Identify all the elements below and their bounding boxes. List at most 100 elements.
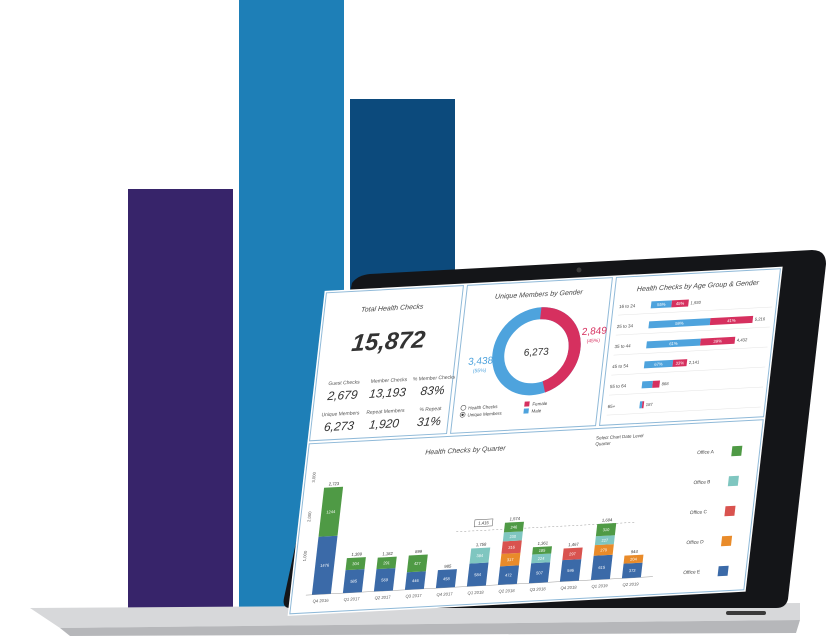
quarter-bar-segment[interactable] — [318, 486, 344, 537]
bar-total-label: 1,467 — [568, 542, 580, 548]
quarter-bar-segment[interactable] — [345, 557, 366, 571]
quarter-bar-segment[interactable] — [311, 535, 338, 595]
x-tick-label: Q3 2018 — [529, 586, 546, 592]
y-tick-label: 2,000 — [306, 511, 312, 522]
bar-total-label: 1,604 — [602, 517, 614, 523]
segment-value-label: 297 — [569, 551, 577, 556]
age-row-label: 65+ — [607, 404, 616, 409]
quarter-bar-segment[interactable] — [500, 552, 521, 567]
quarter-bar-segment[interactable] — [532, 546, 552, 555]
quarter-bar-segment[interactable] — [623, 554, 644, 564]
age-bar-male[interactable] — [639, 401, 643, 409]
y-tick-label: 3,000 — [311, 471, 317, 482]
age-bar-male[interactable] — [643, 359, 674, 369]
female-pct: (45%) — [586, 338, 600, 345]
age-female-pct: 39% — [713, 338, 722, 343]
pct-repeat-value: 31% — [416, 414, 442, 429]
quarter-bar-segment[interactable] — [562, 547, 583, 561]
legend-office-label: Office A — [697, 449, 715, 456]
decor-bar-purple — [128, 189, 233, 610]
radio-unique-dot — [461, 413, 464, 417]
quarter-bar-segment[interactable] — [466, 562, 489, 587]
quarter-bar-segment[interactable] — [590, 554, 613, 580]
bar-total-label: 985 — [444, 563, 452, 568]
pct-member-label: % Member Checks — [413, 374, 456, 382]
age-bar-female[interactable] — [641, 401, 645, 409]
radio-health-label: Health Checks — [468, 404, 498, 411]
age-bar-male[interactable] — [641, 380, 653, 389]
quarter-bar-segment[interactable] — [593, 544, 614, 556]
quarter-bar-segment[interactable] — [621, 562, 643, 579]
legend-office-swatch[interactable] — [720, 535, 733, 547]
age-bar-female[interactable] — [652, 380, 661, 388]
quarter-panel — [289, 419, 764, 615]
age-bar-female[interactable] — [672, 359, 688, 367]
age-gridline — [613, 346, 768, 356]
quarter-bar-segment[interactable] — [594, 535, 615, 546]
age-row-label: 55 to 64 — [610, 383, 627, 389]
x-tick-label: Q1 2019 — [591, 583, 608, 589]
age-bar-female[interactable] — [700, 336, 736, 346]
legend-office-swatch[interactable] — [727, 475, 739, 487]
segment-value-label: 316 — [508, 544, 516, 549]
quarter-bar-segment[interactable] — [342, 569, 365, 594]
x-tick-label: Q4 2017 — [436, 591, 453, 597]
x-tick-label: Q2 2017 — [374, 595, 391, 601]
age-row-label: 25 to 34 — [617, 323, 634, 329]
gender-title: Unique Members by Gender — [495, 289, 584, 301]
segment-value-label: 204 — [630, 556, 638, 561]
age-bar-male[interactable] — [650, 300, 673, 309]
quarter-bar-segment[interactable] — [528, 562, 551, 584]
segment-value-label: 546 — [567, 568, 575, 573]
age-male-pct: 67% — [654, 361, 663, 366]
quarter-bar-segment[interactable] — [531, 553, 552, 564]
x-tick-label: Q4 2018 — [560, 585, 577, 591]
age-bar-male[interactable] — [646, 338, 701, 349]
legend-office-swatch[interactable] — [724, 505, 736, 517]
radio-health-checks[interactable] — [460, 405, 467, 411]
age-bar-female[interactable] — [671, 299, 689, 308]
member-checks-label: Member Checks — [370, 377, 407, 385]
quarter-bar-segment[interactable] — [497, 565, 520, 585]
quarter-bar-segment[interactable] — [469, 547, 491, 564]
quarter-bar-segment[interactable] — [435, 569, 457, 589]
donut-female-arc — [492, 307, 581, 396]
segment-value-label: 246 — [510, 524, 518, 529]
age-bar-female[interactable] — [709, 315, 754, 326]
legend-male-label: Male — [531, 408, 542, 414]
age-total: 2,141 — [689, 359, 701, 365]
segment-value-label: 291 — [383, 560, 391, 565]
age-row-label: 35 to 44 — [614, 343, 631, 349]
age-bar-male[interactable] — [648, 318, 711, 329]
age-bar-chart: 16 to 24 55% 45% 1,930 25 to 34 59% 41% 5,216 35… — [606, 299, 773, 416]
bar-total-label: 1,182 — [382, 551, 394, 557]
laptop-port — [726, 611, 766, 615]
laptop-base-edge — [60, 620, 800, 636]
guest-checks-value: 2,679 — [326, 388, 359, 404]
legend-male-swatch — [523, 408, 529, 414]
quarter-legend: Office A Office B Office C Office D Office E — [683, 445, 743, 577]
legend-office-swatch[interactable] — [731, 445, 743, 457]
quarter-bar-segment[interactable] — [376, 556, 397, 570]
quarter-bar-segment[interactable] — [404, 571, 426, 590]
quarter-bar-segment[interactable] — [406, 554, 428, 573]
legend-office-swatch[interactable] — [717, 565, 729, 577]
age-row-label: 16 to 24 — [619, 303, 636, 309]
quarter-bar-segment[interactable] — [559, 559, 582, 582]
quarter-bar-segment[interactable] — [595, 523, 617, 537]
quarter-bar-segment[interactable] — [503, 521, 524, 533]
select-value[interactable]: Quarter — [595, 441, 611, 447]
segment-value-label: 458 — [443, 576, 451, 581]
bar-total-label: 2,723 — [328, 481, 340, 487]
screen-background — [287, 266, 783, 616]
segment-value-label: 304 — [352, 561, 360, 566]
age-panel — [599, 268, 781, 426]
quarter-bar-segment[interactable] — [373, 568, 396, 592]
age-female-pct: 45% — [676, 301, 685, 306]
male-value: 3,438 — [467, 356, 494, 368]
age-row-label: 45 to 54 — [612, 363, 629, 369]
quarter-bar-segment[interactable] — [501, 540, 522, 554]
quarter-bar-segment[interactable] — [502, 531, 523, 542]
selected-tag-box — [473, 518, 494, 528]
